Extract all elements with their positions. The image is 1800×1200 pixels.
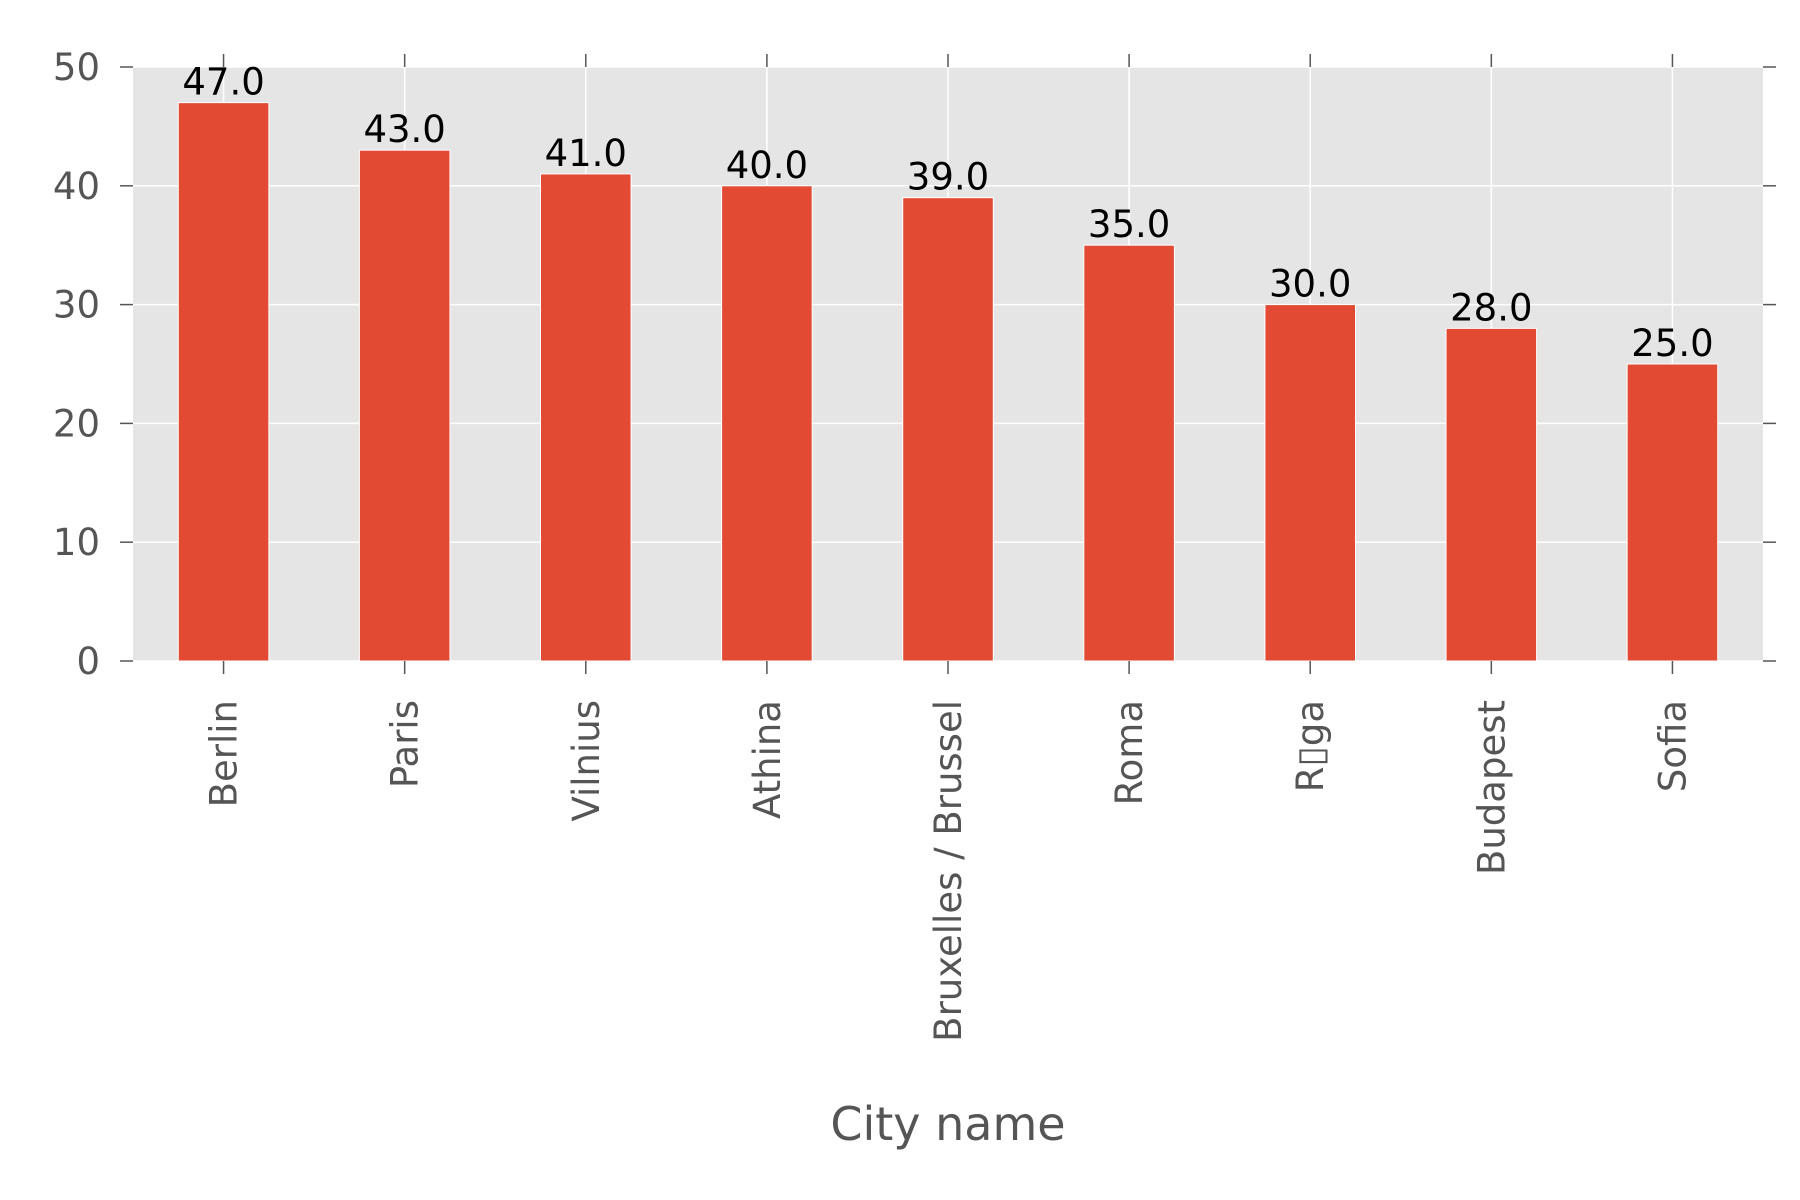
bar [1626, 363, 1719, 662]
bar [902, 197, 994, 662]
bar [1264, 304, 1357, 662]
bar [1083, 244, 1175, 662]
y-tick-label: 0 [76, 640, 100, 683]
bar-value-label: 43.0 [363, 108, 445, 151]
x-tick-label: Paris [384, 700, 427, 788]
bar-value-label: 41.0 [545, 132, 627, 175]
x-tick-label: Budapest [1470, 700, 1513, 875]
y-tick-label: 40 [53, 165, 100, 208]
bar [177, 102, 270, 662]
y-axis-ticks: 0 10 20 30 40 50 [53, 46, 1776, 683]
bar-value-label: 28.0 [1450, 286, 1532, 329]
bar-value-label: 35.0 [1088, 203, 1170, 246]
x-axis-title: City name [830, 1097, 1065, 1151]
bar [540, 173, 632, 662]
bars [177, 102, 1719, 662]
bar [1445, 327, 1538, 662]
x-tick-label: Roma [1108, 700, 1151, 805]
x-tick-label: Bruxelles / Brussel [927, 700, 970, 1042]
x-tick-label: R▯ga [1289, 700, 1332, 792]
y-tick-label: 50 [53, 46, 100, 89]
x-tick-label: Sofia [1651, 700, 1694, 792]
x-tick-label: Berlin [203, 700, 246, 807]
bar [358, 149, 451, 662]
bar-value-label: 25.0 [1631, 322, 1713, 365]
bar-value-labels: 47.0 43.0 41.0 40.0 39.0 35.0 30.0 28.0 25.0 [182, 61, 1713, 365]
bar-value-label: 40.0 [726, 144, 808, 187]
y-tick-label: 20 [53, 402, 100, 445]
x-tick-label: Athina [746, 700, 789, 819]
y-tick-label: 10 [53, 521, 100, 564]
bar-value-label: 30.0 [1269, 263, 1351, 306]
x-tick-label: Vilnius [565, 700, 608, 822]
y-tick-label: 30 [53, 284, 100, 327]
bar [721, 185, 813, 662]
bar-value-label: 39.0 [907, 156, 989, 199]
x-axis-ticks: Berlin Paris Vilnius Athina Bruxelles / Brus… [203, 54, 1694, 1042]
bar-value-label: 47.0 [182, 61, 264, 104]
